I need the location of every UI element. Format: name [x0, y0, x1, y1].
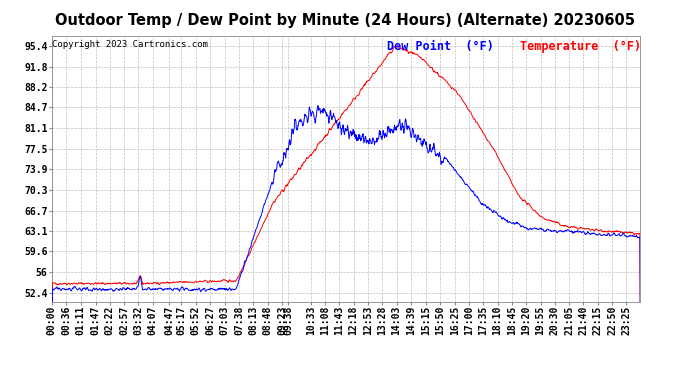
Text: Copyright 2023 Cartronics.com: Copyright 2023 Cartronics.com — [52, 40, 208, 49]
Text: Outdoor Temp / Dew Point by Minute (24 Hours) (Alternate) 20230605: Outdoor Temp / Dew Point by Minute (24 H… — [55, 13, 635, 28]
Text: Temperature  (°F): Temperature (°F) — [520, 40, 641, 53]
Text: Dew Point  (°F): Dew Point (°F) — [387, 40, 494, 53]
